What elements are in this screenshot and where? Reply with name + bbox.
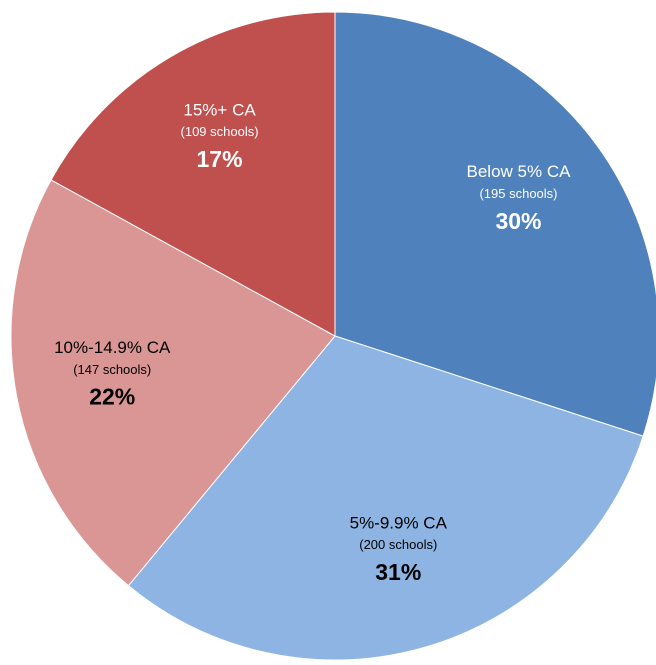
slice-name: 5%-9.9% CA (350, 513, 448, 532)
slice-percent: 17% (197, 146, 243, 172)
slice-count: (109 schools) (181, 124, 259, 139)
slice-count: (195 schools) (479, 186, 557, 201)
slice-count: (147 schools) (73, 362, 151, 377)
slice-name: 15%+ CA (183, 100, 256, 119)
slice-name: Below 5% CA (467, 162, 572, 181)
slice-percent: 22% (89, 384, 135, 410)
pie-slice (50, 11, 336, 337)
pie-slice (334, 11, 656, 437)
slice-count: (200 schools) (359, 537, 437, 552)
slice-percent: 31% (375, 559, 421, 585)
slice-name: 10%-14.9% CA (54, 338, 171, 357)
slice-percent: 30% (495, 208, 541, 234)
pie-slice (127, 335, 644, 661)
pie-slice (10, 179, 336, 587)
